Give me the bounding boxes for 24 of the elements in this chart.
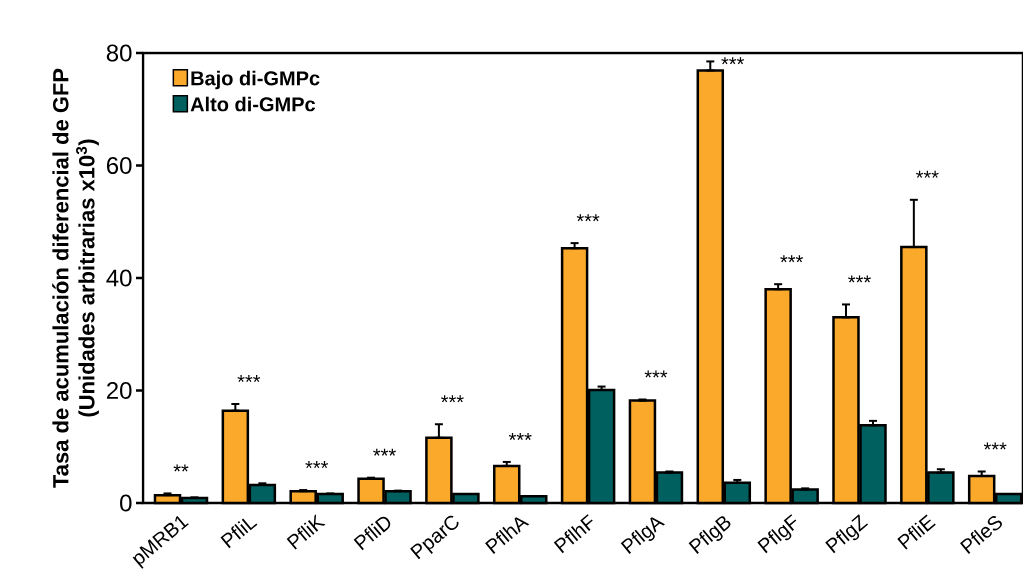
y-tick-label: 60 (107, 157, 132, 174)
annotation: *** (721, 57, 745, 65)
annotation: *** (373, 448, 396, 456)
annotation: *** (237, 375, 261, 383)
y-tick-label: 20 (106, 382, 132, 399)
annotation: *** (576, 214, 600, 222)
annotation: *** (305, 461, 329, 469)
y-tick-label: 80 (106, 44, 132, 62)
legend-label: Bajo di-GMPc (191, 70, 320, 90)
annotation: *** (848, 275, 871, 283)
legend-label: Alto di-GMPc (190, 96, 316, 112)
annotation: *** (983, 442, 1007, 450)
text: (Unidades arbitrarias x10$^{3}$) (76, 139, 99, 417)
annotation: *** (916, 170, 939, 178)
x-tick-label: PfliD (353, 516, 391, 551)
annotation: ** (173, 464, 189, 472)
y-tick-label: 0 (120, 494, 132, 512)
annotation: *** (508, 432, 532, 440)
annotation: *** (780, 255, 803, 263)
y-tick-label: 40 (106, 269, 132, 287)
text: Tasa de acumulación diferencial de GFP (52, 68, 69, 488)
annotation: *** (644, 370, 668, 378)
x-tick-label: PfliL (220, 518, 258, 549)
annotation: *** (441, 395, 464, 403)
